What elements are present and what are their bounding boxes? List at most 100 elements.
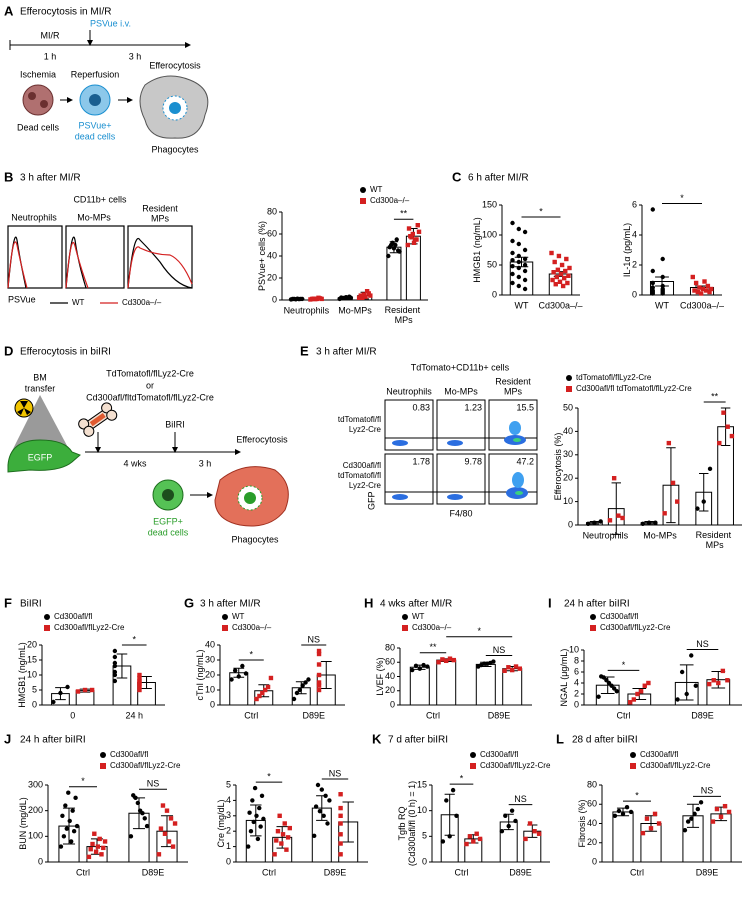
significance-label: NS	[696, 639, 709, 649]
data-point	[172, 821, 178, 826]
data-point	[638, 689, 644, 694]
data-point	[558, 271, 564, 277]
data-point	[646, 680, 651, 686]
data-point	[556, 253, 562, 259]
data-point	[258, 824, 263, 829]
data-point	[706, 681, 712, 687]
y-axis-label: NGAL (μg/mL)	[559, 649, 569, 707]
y-tick-label: 0	[422, 856, 427, 866]
panel-title: 6 h after MI/R	[468, 173, 529, 184]
y-tick-label: 10	[569, 644, 579, 654]
data-point	[260, 690, 265, 696]
data-point	[675, 697, 680, 702]
data-point	[721, 410, 726, 415]
y-tick-label: 40	[563, 426, 573, 436]
data-point	[697, 285, 702, 290]
panel-title: 3 h after MI/R	[200, 599, 261, 610]
data-point	[112, 648, 118, 654]
data-point	[394, 237, 399, 242]
data-point	[338, 841, 343, 846]
data-point	[277, 813, 282, 818]
legend-label: Cd300afl/fl	[54, 612, 92, 621]
data-point	[101, 845, 106, 851]
legend-label: Cd300a–/–	[412, 623, 452, 632]
data-point	[364, 289, 370, 294]
data-point	[592, 520, 597, 525]
data-point	[464, 841, 469, 847]
label: 4 wks	[123, 458, 147, 468]
significance-label: *	[249, 649, 253, 659]
x-tick-label: D89E	[488, 710, 511, 720]
label: BiIRI	[165, 419, 185, 429]
data-point	[474, 831, 479, 836]
y-tick-label: 60	[267, 228, 277, 238]
data-point	[700, 286, 706, 292]
data-point	[566, 375, 572, 381]
data-point	[516, 274, 522, 280]
data-point	[58, 690, 63, 696]
data-point	[316, 662, 322, 667]
data-point	[160, 803, 166, 808]
y-tick-label: 2	[574, 688, 579, 698]
panel-title: Efferocytosis in biIRI	[20, 347, 111, 358]
data-point	[444, 658, 449, 664]
data-point	[285, 835, 291, 840]
flow-percentage: 1.78	[412, 456, 430, 466]
data-point	[417, 666, 422, 671]
data-point	[692, 811, 697, 817]
data-point	[616, 513, 621, 518]
data-point	[137, 808, 143, 813]
data-point	[92, 831, 97, 836]
flow-box	[488, 399, 538, 451]
data-point	[640, 830, 646, 836]
error-bar	[250, 804, 262, 837]
data-point	[64, 826, 70, 831]
significance-label: *	[635, 791, 639, 801]
error-bar	[141, 676, 152, 689]
data-point	[549, 250, 554, 256]
significance-label: *	[81, 776, 85, 786]
x-tick-label: D89E	[302, 710, 325, 720]
histogram-curve	[65, 241, 89, 289]
data-point	[693, 280, 699, 286]
significance-label: *	[267, 771, 271, 781]
flow-percentage: 47.2	[516, 456, 534, 466]
significance-label: *	[539, 206, 543, 216]
y-tick-label: 15	[27, 654, 37, 664]
label: Reperfusion	[71, 69, 120, 79]
data-point	[290, 296, 295, 302]
data-point	[259, 793, 265, 798]
data-point	[291, 696, 297, 702]
diagram-a	[9, 30, 191, 103]
data-point	[718, 814, 724, 819]
data-point	[503, 813, 508, 818]
label: Neutrophils	[386, 386, 432, 396]
data-point	[624, 804, 630, 810]
flow-box	[384, 399, 434, 451]
data-point	[88, 846, 93, 852]
data-point	[522, 256, 528, 262]
label: BM	[33, 372, 47, 382]
y-tick-label: 20	[267, 272, 277, 282]
x-tick-label: 0	[70, 710, 75, 720]
data-point	[166, 839, 172, 844]
data-point	[402, 614, 408, 620]
y-tick-label: 30	[563, 449, 573, 459]
y-tick-label: 3	[226, 810, 231, 820]
y-tick-label: 4	[574, 677, 579, 687]
panel-letter: I	[548, 595, 552, 610]
error-bar	[666, 447, 676, 524]
y-axis-label: BUN (mg/dL)	[18, 797, 28, 850]
y-tick-label: 20	[205, 669, 215, 679]
data-point	[662, 511, 667, 516]
x-tick-label: Cd300a–/–	[680, 300, 724, 310]
x-tick-label: Cd300a–/–	[538, 300, 582, 310]
data-point	[411, 240, 417, 245]
data-point	[327, 798, 332, 803]
data-point	[338, 792, 343, 797]
data-point	[137, 687, 142, 693]
label: or	[146, 380, 154, 390]
data-point	[516, 253, 522, 259]
data-point	[229, 677, 234, 682]
label: Neutrophils	[11, 212, 57, 222]
